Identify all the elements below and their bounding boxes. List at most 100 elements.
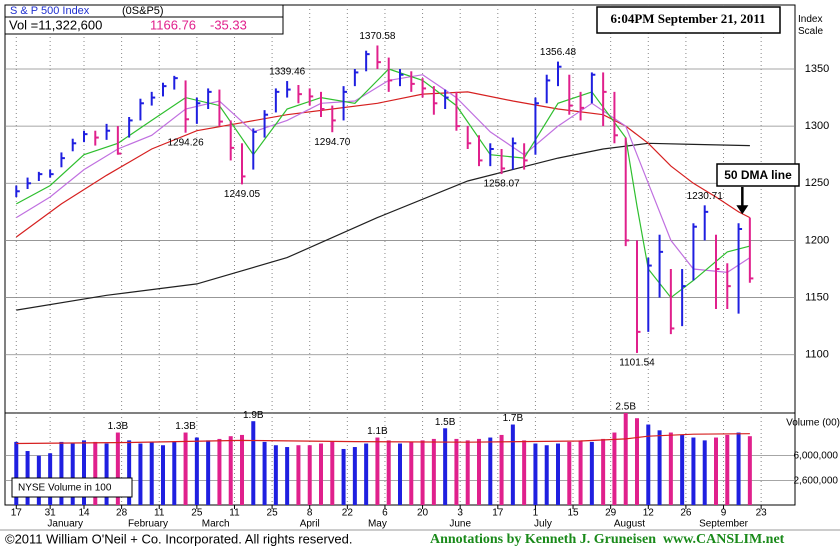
volume-bar bbox=[747, 436, 752, 505]
x-tick-label: 1 bbox=[533, 508, 539, 519]
volume-bar bbox=[635, 418, 639, 505]
volume-bar bbox=[183, 432, 188, 505]
x-tick-label: 29 bbox=[605, 508, 617, 519]
month-label: April bbox=[300, 519, 320, 530]
y-tick-label: 1150 bbox=[805, 291, 829, 303]
volume-bar bbox=[725, 434, 730, 505]
volume-bar bbox=[522, 440, 527, 505]
volume-bar bbox=[240, 434, 244, 505]
volume-bar bbox=[364, 443, 369, 505]
timestamp-box bbox=[596, 6, 781, 34]
x-tick-label: 6 bbox=[382, 508, 388, 519]
volume-bar bbox=[375, 437, 380, 505]
volume-bar bbox=[172, 441, 177, 505]
volume-bar bbox=[285, 447, 290, 505]
volume-bar bbox=[668, 432, 673, 505]
header-box bbox=[4, 4, 284, 35]
y-tick-label: 1100 bbox=[805, 349, 829, 361]
volume-bar bbox=[567, 441, 572, 505]
month-label: July bbox=[534, 519, 552, 530]
month-label: June bbox=[449, 519, 471, 530]
x-tick-label: 8 bbox=[307, 508, 313, 519]
volume-bar bbox=[398, 443, 402, 505]
volume-bar bbox=[714, 437, 718, 505]
volume-bar bbox=[104, 443, 109, 505]
month-label: May bbox=[368, 519, 387, 530]
x-tick-label: 12 bbox=[643, 508, 655, 519]
moving-average bbox=[15, 74, 751, 274]
x-tick-label: 14 bbox=[78, 508, 90, 519]
volume-bar bbox=[589, 441, 594, 505]
y-tick-label: 2,600,000 bbox=[794, 475, 839, 486]
price-annotation: 1370.58 bbox=[359, 31, 396, 42]
volume-bar bbox=[307, 445, 312, 505]
volume-bar bbox=[612, 432, 617, 505]
x-tick-label: 11 bbox=[154, 508, 165, 519]
volume-bar bbox=[296, 445, 301, 505]
volume-bar bbox=[127, 440, 132, 505]
volume-bar bbox=[70, 443, 75, 505]
volume-bar bbox=[115, 432, 120, 505]
price-axis-label: Index Scale bbox=[798, 14, 824, 37]
month-label: September bbox=[699, 519, 749, 530]
y-tick-label: 1300 bbox=[805, 120, 829, 132]
volume-bar bbox=[149, 441, 154, 505]
price-annotation: 1249.05 bbox=[224, 189, 261, 200]
month-label: January bbox=[47, 519, 83, 530]
price-change: -35.33 bbox=[210, 17, 247, 32]
x-tick-label: 23 bbox=[756, 508, 768, 519]
volume-bar bbox=[477, 438, 481, 505]
volume-average bbox=[16, 433, 750, 445]
y-tick-label: 1200 bbox=[805, 234, 829, 246]
price-annotation: 1356.48 bbox=[540, 47, 577, 58]
volume-bar bbox=[680, 434, 685, 505]
volume-bar bbox=[14, 441, 19, 505]
callout-label: 50 DMA line bbox=[724, 168, 792, 182]
volume-legend-box bbox=[11, 477, 133, 498]
volume-bar bbox=[228, 436, 233, 505]
volume-annotation: 1.1B bbox=[367, 426, 388, 437]
volume-bar bbox=[409, 441, 414, 505]
volume-axis-label: Volume (00) bbox=[786, 418, 840, 429]
y-tick-label: 1250 bbox=[805, 177, 829, 189]
volume-bar bbox=[59, 441, 64, 505]
month-label: March bbox=[202, 519, 230, 530]
volume-bar bbox=[352, 447, 357, 505]
volume-annotation: 2.5B bbox=[615, 402, 636, 413]
x-tick-label: 15 bbox=[567, 508, 579, 519]
copyright: ©2011 William O'Neil + Co. Incorporated.… bbox=[5, 531, 352, 546]
x-tick-label: 9 bbox=[721, 508, 727, 519]
volume-bar bbox=[194, 437, 199, 505]
volume-bar bbox=[533, 443, 538, 505]
grid: 1100 1150 1200 1250 1300 1350 2,600,000 6,000,0… bbox=[5, 5, 838, 530]
volume-bar bbox=[601, 438, 606, 505]
x-tick-label: 17 bbox=[492, 508, 504, 519]
price-annotation: 1294.70 bbox=[314, 137, 351, 148]
y-tick-label: 6,000,000 bbox=[794, 450, 839, 461]
x-tick-label: 31 bbox=[45, 508, 57, 519]
price-annotation: 1101.54 bbox=[619, 358, 655, 369]
price-annotation: 1258.07 bbox=[483, 179, 520, 190]
volume-annotation: 1.3B bbox=[108, 421, 129, 432]
volume-bar bbox=[578, 440, 583, 505]
volume-bar bbox=[702, 440, 707, 505]
volume-text: Vol =11,322,600 bbox=[9, 17, 102, 32]
x-tick-label: 20 bbox=[417, 508, 429, 519]
callout-arrowhead bbox=[736, 205, 749, 215]
volume-bar bbox=[556, 443, 560, 505]
volume-annotation: 1.3B bbox=[175, 421, 196, 432]
credit: Annotations by Kenneth J. Gruneisen www.… bbox=[430, 532, 785, 547]
volume-annotation: 1.5B bbox=[435, 417, 456, 428]
moving-average bbox=[15, 91, 751, 238]
y-tick-label: 1350 bbox=[805, 63, 829, 75]
volume-bar bbox=[443, 428, 448, 505]
volume-legend: NYSE Volume in 100 bbox=[18, 483, 112, 494]
volume-bar bbox=[330, 441, 335, 505]
callout-box bbox=[716, 163, 800, 187]
x-tick-label: 11 bbox=[229, 508, 240, 519]
month-label: August bbox=[614, 519, 645, 530]
volume-bar bbox=[510, 424, 515, 505]
volume-bar bbox=[161, 445, 165, 505]
